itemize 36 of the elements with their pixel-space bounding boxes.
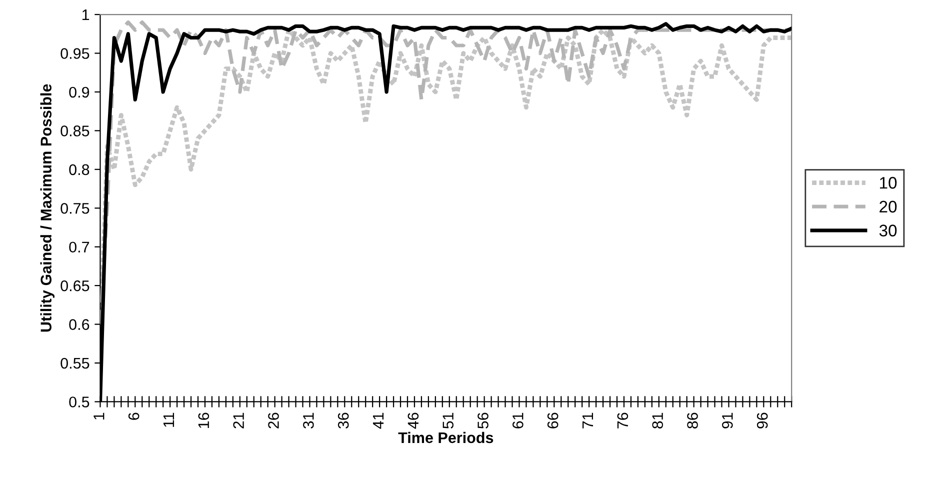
x-tick-label: 66 bbox=[547, 412, 558, 428]
x-tick-label: 51 bbox=[442, 412, 454, 429]
x-tick-label: 11 bbox=[164, 412, 174, 427]
legend-label: 20 bbox=[880, 200, 897, 213]
y-axis-title: Utility Gained / Maximum Possible bbox=[40, 84, 55, 332]
y-tick-label: 0.75 bbox=[60, 202, 90, 214]
x-tick-label: 41 bbox=[373, 412, 384, 429]
x-tick-label: 26 bbox=[268, 412, 279, 428]
y-tick-label: 1 bbox=[82, 10, 90, 20]
x-tick-label: 86 bbox=[687, 412, 698, 428]
x-tick-label: 6 bbox=[128, 412, 140, 420]
x-tick-label: 81 bbox=[652, 412, 663, 428]
y-tick-label: 0.8 bbox=[69, 164, 90, 176]
x-tick-label: 56 bbox=[478, 412, 488, 429]
x-tick-label: 91 bbox=[722, 412, 733, 428]
y-tick-label: 0.9 bbox=[69, 86, 90, 98]
y-tick-label: 0.65 bbox=[60, 280, 90, 292]
x-axis-title: Time Periods bbox=[398, 432, 494, 444]
x-tick-label: 36 bbox=[338, 412, 349, 429]
y-tick-label: 0.55 bbox=[60, 358, 90, 369]
legend-label: 10 bbox=[880, 176, 897, 189]
x-tick-label: 96 bbox=[756, 412, 768, 428]
x-tick-label: 16 bbox=[198, 412, 210, 428]
x-tick-label: 21 bbox=[233, 412, 244, 428]
legend-label: 30 bbox=[879, 224, 897, 236]
x-tick-label: 1 bbox=[94, 412, 104, 420]
y-tick-label: 0.5 bbox=[69, 396, 90, 408]
x-tick-label: 71 bbox=[582, 412, 594, 428]
x-tick-label: 61 bbox=[512, 412, 524, 428]
y-tick-label: 0.85 bbox=[60, 126, 90, 136]
x-tick-label: 76 bbox=[617, 412, 628, 428]
x-tick-label: 31 bbox=[303, 412, 314, 429]
y-tick-label: 0.7 bbox=[69, 242, 90, 253]
x-tick-label: 46 bbox=[408, 412, 419, 429]
y-tick-label: 0.6 bbox=[69, 319, 90, 330]
y-tick-label: 0.95 bbox=[60, 48, 90, 59]
